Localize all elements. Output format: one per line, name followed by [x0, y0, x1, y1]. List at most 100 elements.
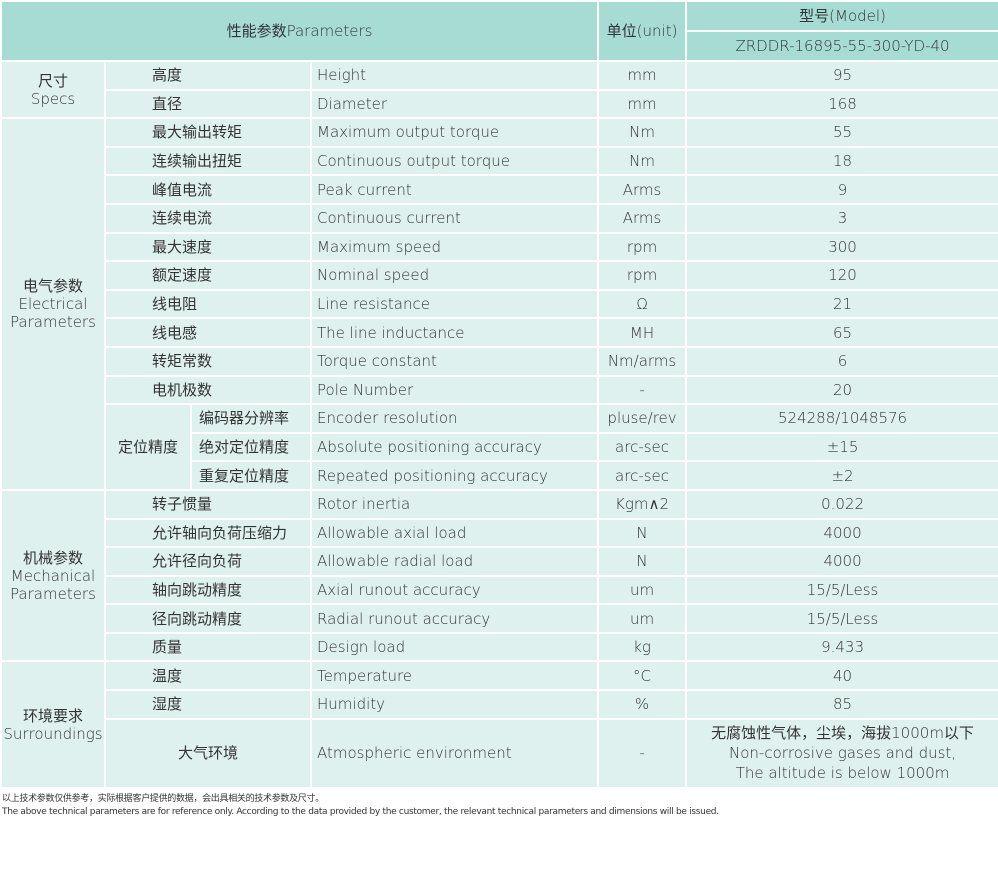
group-name-cn: 环境要求 [22, 706, 83, 725]
subgroup-name: 定位精度 [104, 403, 192, 491]
table-row: 环境要求 Surroundings 温度 Temperature °C 40 [0, 660, 998, 789]
table-row: 电气参数 Electrical Parameters 最大输出转矩 Maximum o… [0, 117, 998, 491]
header-row: ZRDDR-16895-55-300-YD-40 [1, 30, 998, 62]
param-value: 300 [685, 231, 998, 263]
table-row: 径向跳动精度 Radial runout accuracy um 15/5/Less [1, 603, 998, 634]
param-value: 95 [685, 60, 998, 91]
param-unit: Nm/arms [597, 345, 688, 377]
group-cell: 机械参数 Mechanical Parameters [0, 488, 106, 663]
param-value: 18 [685, 145, 998, 177]
param-en: Radial runout accuracy [309, 603, 600, 634]
param-unit: um [597, 574, 688, 606]
header-row: 性能参数Parameters 单位(unit) 型号(Model) [0, 0, 998, 62]
group-name-cn: 尺寸 [37, 71, 68, 90]
table-row: 额定速度 Nominal speed rpm 120 [1, 260, 998, 291]
header-unit: 单位(unit) [597, 0, 688, 62]
param-unit: mm [597, 88, 688, 120]
param-unit: Nm [597, 117, 688, 148]
param-cn: 转子惯量 [104, 488, 312, 520]
param-cn: 线电阻 [104, 288, 312, 320]
param-unit: Kgm∧2 [597, 488, 688, 520]
param-unit: arc-sec [597, 431, 688, 463]
param-value: 40 [685, 660, 998, 692]
group-name-en: Mechanical Parameters [10, 566, 96, 603]
table-row: 线电阻 Line resistance Ω 21 [1, 288, 998, 320]
group-cell: 环境要求 Surroundings [0, 660, 106, 789]
group-name-cn: 电气参数 [22, 277, 83, 296]
param-cn: 大气环境 [104, 717, 312, 789]
param-cn: 连续电流 [104, 202, 312, 234]
param-en: Design load [309, 631, 600, 663]
param-unit: °C [597, 660, 688, 692]
param-value: 4000 [685, 517, 998, 549]
param-unit: um [597, 603, 688, 634]
table-row: 峰值电流 Peak current Arms 9 [1, 174, 998, 205]
param-en: Height [309, 60, 600, 91]
header-parameters: 性能参数Parameters [0, 0, 600, 62]
param-cn: 允许径向负荷 [104, 546, 312, 577]
group-name-en: Electrical Parameters [10, 295, 96, 332]
param-unit: MH [597, 317, 688, 348]
table-row: 线电感 The line inductance MH 65 [1, 317, 998, 348]
param-value: 3 [685, 202, 998, 234]
table-row: 定位精度 编码器分辨率 Encoder resolution pluse/rev 524… [1, 403, 998, 491]
param-en: Temperature [309, 660, 600, 692]
table-row: 尺寸 Specs 高度 Height mm 95 [0, 59, 998, 120]
param-en: Axial runout accuracy [309, 574, 600, 606]
param-en: Encoder resolution [309, 403, 600, 434]
param-value: 120 [685, 260, 998, 291]
table-row: 机械参数 Mechanical Parameters 转子惯量 Rotor inert… [0, 488, 998, 663]
param-cn: 温度 [104, 660, 312, 692]
param-en: Allowable axial load [309, 517, 600, 549]
param-unit: rpm [597, 260, 688, 291]
table-row: 连续输出扭矩 Continuous output torque Nm 18 [1, 145, 998, 177]
param-unit: Ω [597, 288, 688, 320]
param-en: Diameter [309, 88, 600, 120]
param-value: 9 [685, 174, 998, 205]
param-cn: 湿度 [104, 689, 312, 720]
param-value-line: 无腐蚀性气体，尘埃，海拔1000m以下 [711, 724, 974, 743]
param-unit: kg [597, 631, 688, 663]
param-unit: % [597, 689, 688, 720]
param-cn: 电机极数 [104, 374, 312, 406]
param-en: Atmospheric environment [309, 717, 600, 789]
param-en: Pole Number [309, 374, 600, 406]
param-unit: Nm [597, 145, 688, 177]
param-value-line: Non-corrosive gases and dust, [729, 744, 957, 763]
param-unit: - [597, 717, 688, 789]
param-value: 无腐蚀性气体，尘埃，海拔1000m以下 Non-corrosive gases a… [685, 717, 998, 789]
table-row: 转矩常数 Torque constant Nm/arms 6 [1, 345, 998, 377]
param-value: 168 [685, 88, 998, 120]
table-row: 允许径向负荷 Allowable radial load N 4000 [1, 546, 998, 577]
table-row: 大气环境 Atmospheric environment - 无腐蚀性气体，尘埃，海拔… [1, 717, 998, 789]
table-row: 绝对定位精度 Absolute positioning accuracy arc-s… [1, 431, 998, 463]
param-cn: 轴向跳动精度 [104, 574, 312, 606]
param-cn: 直径 [104, 88, 312, 120]
param-value: 21 [685, 288, 998, 320]
param-cn: 最大速度 [104, 231, 312, 263]
param-cn: 绝对定位精度 [190, 431, 312, 463]
param-cn: 编码器分辨率 [190, 403, 312, 434]
param-cn: 最大输出转矩 [104, 117, 312, 148]
param-value: 4000 [685, 546, 998, 577]
param-unit: Arms [597, 202, 688, 234]
param-en: Humidity [309, 689, 600, 720]
param-en: Continuous output torque [309, 145, 600, 177]
table-row: 直径 Diameter mm 168 [1, 88, 998, 120]
param-en: Absolute positioning accuracy [309, 431, 600, 463]
param-value: ±15 [685, 431, 998, 463]
group-name-cn: 机械参数 [22, 548, 83, 567]
param-cn: 径向跳动精度 [104, 603, 312, 634]
param-en: Peak current [309, 174, 600, 205]
param-cn: 峰值电流 [104, 174, 312, 205]
header-model: ZRDDR-16895-55-300-YD-40 [685, 30, 998, 62]
param-cn: 质量 [104, 631, 312, 663]
param-unit: - [597, 374, 688, 406]
param-value: 15/5/Less [685, 603, 998, 634]
param-unit: pluse/rev [597, 403, 688, 434]
param-en: Nominal speed [309, 260, 600, 291]
param-value: 524288/1048576 [685, 403, 998, 434]
table-row: 湿度 Humidity% 85 [1, 689, 998, 720]
param-en: Maximum speed [309, 231, 600, 263]
